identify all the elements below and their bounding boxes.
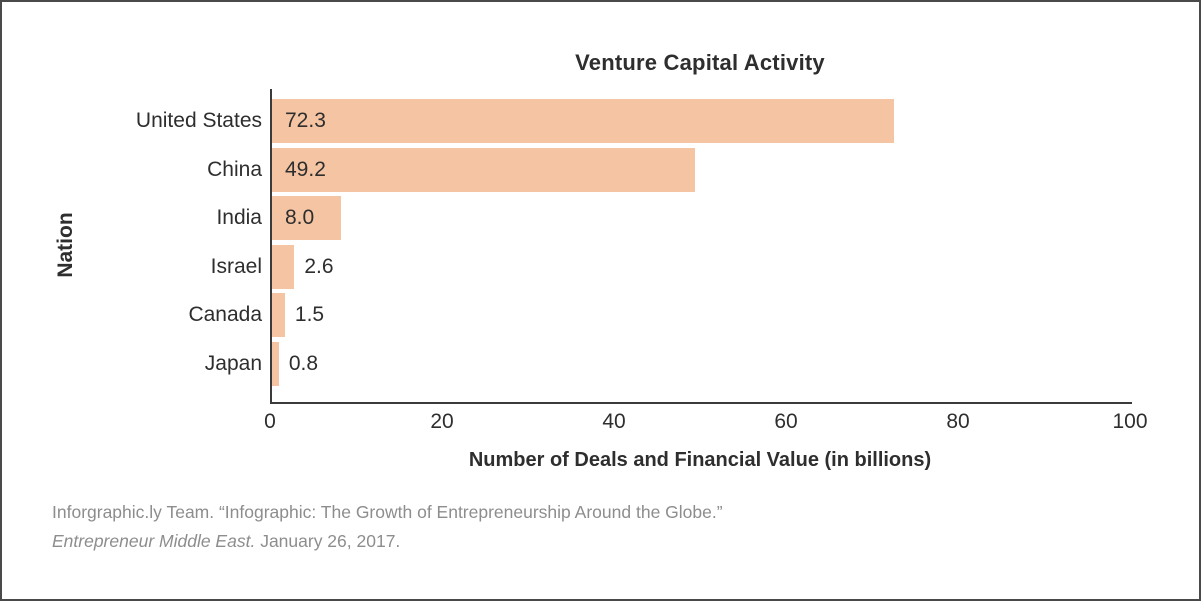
bar-value-label: 8.0 xyxy=(285,206,315,230)
x-tick-label: 100 xyxy=(1112,410,1148,433)
bar xyxy=(272,342,279,386)
x-tick-label: 60 xyxy=(774,410,798,433)
bar xyxy=(272,244,295,289)
citation-line1: Inforgraphic.ly Team. “Infographic: The … xyxy=(52,502,723,522)
x-axis-label: Number of Deals and Financial Value (in … xyxy=(468,449,932,471)
category-label: Japan xyxy=(204,352,262,375)
citation: Inforgraphic.ly Team. “Infographic: The … xyxy=(52,498,723,556)
bar xyxy=(272,147,696,192)
category-label: China xyxy=(207,157,262,181)
category-label: Israel xyxy=(210,254,262,278)
category-label: United States xyxy=(135,109,262,132)
bar-value-label: 72.3 xyxy=(285,109,326,132)
bar xyxy=(272,293,285,338)
bar-value-label: 2.6 xyxy=(304,254,334,278)
bar-value-label: 0.8 xyxy=(288,352,319,375)
x-tick-label: 20 xyxy=(430,410,454,433)
bar xyxy=(272,99,894,143)
x-tick-label: 80 xyxy=(946,410,970,433)
bar-value-label: 1.5 xyxy=(294,303,325,327)
chart-title: Venture Capital Activity xyxy=(575,50,825,75)
x-tick-label: 0 xyxy=(264,410,276,433)
bar xyxy=(272,196,341,241)
x-tick-label: 40 xyxy=(602,410,626,433)
bar-value-label: 49.2 xyxy=(285,157,326,181)
category-label: Canada xyxy=(188,303,262,327)
category-label: India xyxy=(216,206,262,230)
citation-line2: Entrepreneur Middle East. January 26, 20… xyxy=(52,527,723,556)
citation-source: Entrepreneur Middle East. xyxy=(52,531,256,551)
citation-date: January 26, 2017. xyxy=(260,531,401,551)
plot-area: 72.3 49.2 8.0 2.6 1.5 0.8 xyxy=(270,89,1132,404)
